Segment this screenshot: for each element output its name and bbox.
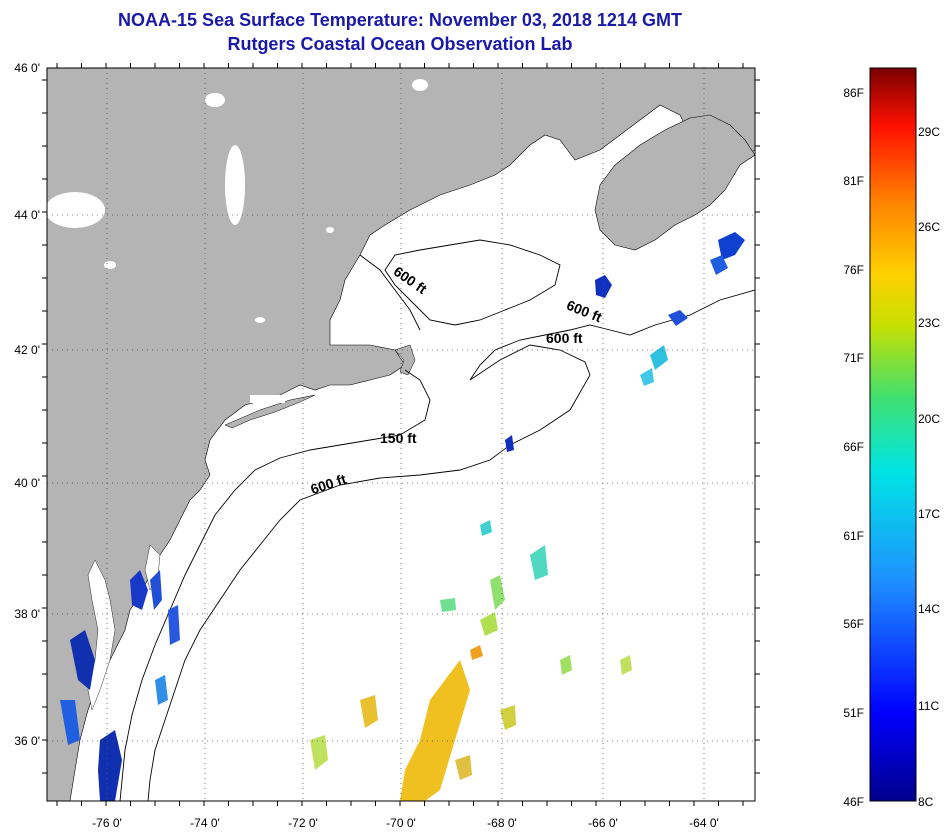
colorbar-f-label: 51F [843,706,864,720]
colorbar-c-label: 14C [918,602,941,616]
lat-label: 38 0' [14,607,40,621]
lon-label: -72 0' [288,816,318,830]
lon-label: -64 0' [689,816,719,830]
depth-contours [119,239,755,801]
land-nova-scotia [594,114,755,251]
colorbar-c-label: 26C [918,220,941,234]
colorbar-f-label: 46F [843,795,864,809]
lon-label: -70 0' [386,816,416,830]
map-title: NOAA-15 Sea Surface Temperature: Novembe… [118,10,682,30]
colorbar-f-label: 61F [843,529,864,543]
colorbar-c-label: 23C [918,316,941,330]
lon-label: -68 0' [487,816,517,830]
sst-data [60,232,745,801]
colorbar-f-label: 86F [843,86,864,100]
map-subtitle: Rutgers Coastal Ocean Observation Lab [227,34,573,54]
colorbar-c-label: 17C [918,507,941,521]
water-chesapeake [87,559,116,711]
lakes [47,79,428,403]
lat-label: 42 0' [14,343,40,357]
contour-label: 600 ft [546,330,583,346]
colorbar-f-label: 76F [843,263,864,277]
colorbar-f-label: 81F [843,174,864,188]
colorbar-f-label: 71F [843,351,864,365]
lat-label: 44 0' [14,208,40,222]
colorbar-f-label: 66F [843,440,864,454]
colorbar [869,67,917,802]
contour-label: 150 ft [380,430,417,446]
lon-label: -66 0' [588,816,618,830]
graticule [47,68,755,801]
lon-label: -74 0' [190,816,220,830]
lon-label: -76 0' [92,816,122,830]
land-long-island [224,394,316,429]
lat-label: 40 0' [14,476,40,490]
land-cape-cod [394,344,416,376]
colorbar-c-label: 29C [918,125,941,139]
colorbar-c-label: 8C [918,795,934,809]
map-frame [42,63,760,806]
colorbar-c-label: 11C [918,699,940,713]
lat-label: 36 0' [14,734,40,748]
land-mainland [47,68,755,801]
colorbar-c-label: 20C [918,412,941,426]
colorbar-f-label: 56F [843,617,864,631]
lat-label: 46 0' [14,61,40,75]
